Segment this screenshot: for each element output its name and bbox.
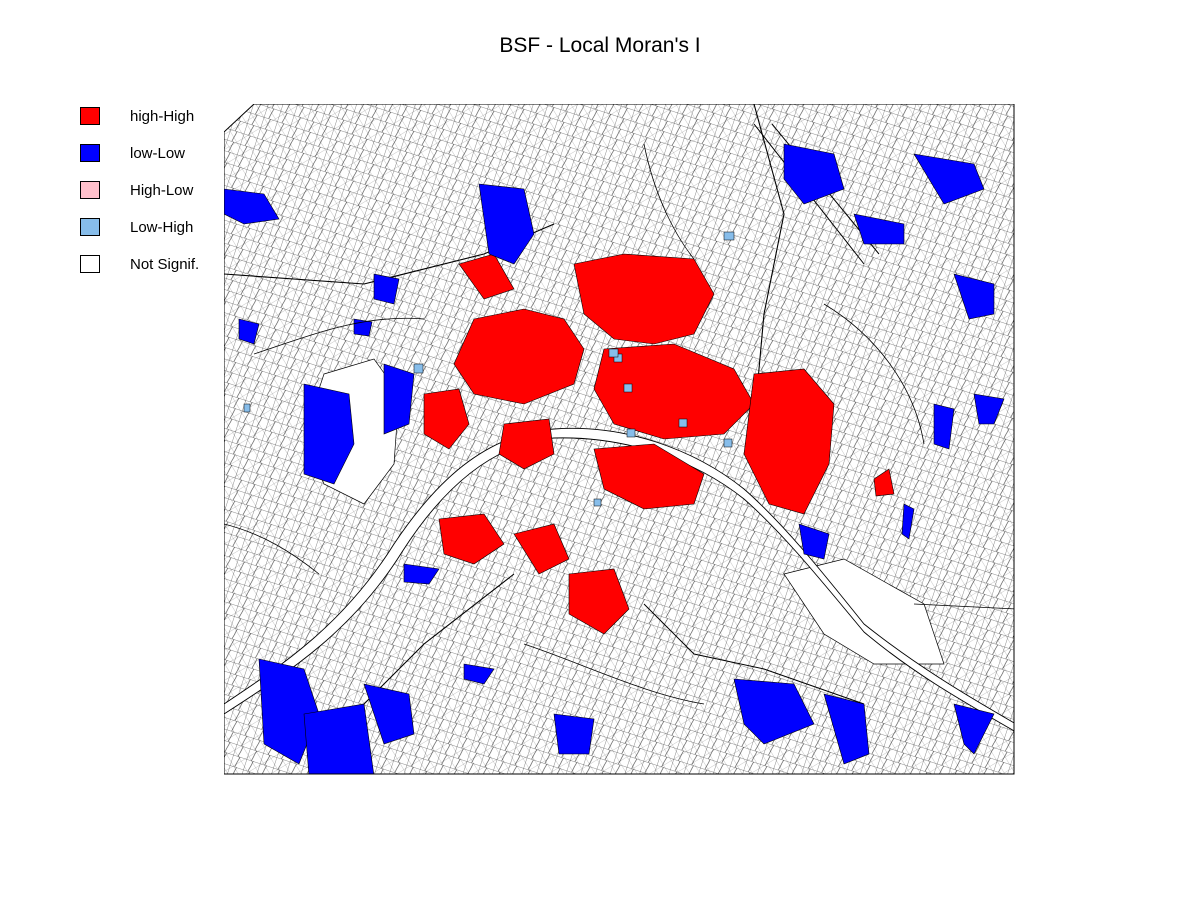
district-outlines [224, 143, 1014, 705]
legend-label-high-low: High-Low [130, 182, 194, 199]
high-high-clusters [423, 253, 895, 635]
park-southeast [783, 558, 945, 665]
ring-road-southeast [643, 603, 865, 705]
legend-label-low-low: low-Low [130, 145, 186, 162]
river-seine [224, 427, 1014, 733]
low-low-clusters [224, 143, 1005, 774]
legend-label-high-high: high-High [130, 108, 195, 125]
map-body [224, 104, 1014, 774]
legend-label-not-signif: Not Signif. [130, 256, 200, 273]
legend-label-low-high: Low-High [130, 219, 194, 236]
low-high-patches [243, 231, 735, 507]
legend-swatch-high-low [80, 181, 100, 199]
legend-swatch-low-high [80, 218, 100, 236]
legend-swatch-high-high [80, 107, 100, 125]
legend-swatch-not-signif [80, 255, 100, 273]
map-border [224, 104, 1015, 775]
map-title: BSF - Local Moran's I [499, 34, 701, 57]
legend-swatch-low-low [80, 144, 100, 162]
major-road-north [753, 104, 785, 425]
choropleth-map [224, 104, 1015, 775]
